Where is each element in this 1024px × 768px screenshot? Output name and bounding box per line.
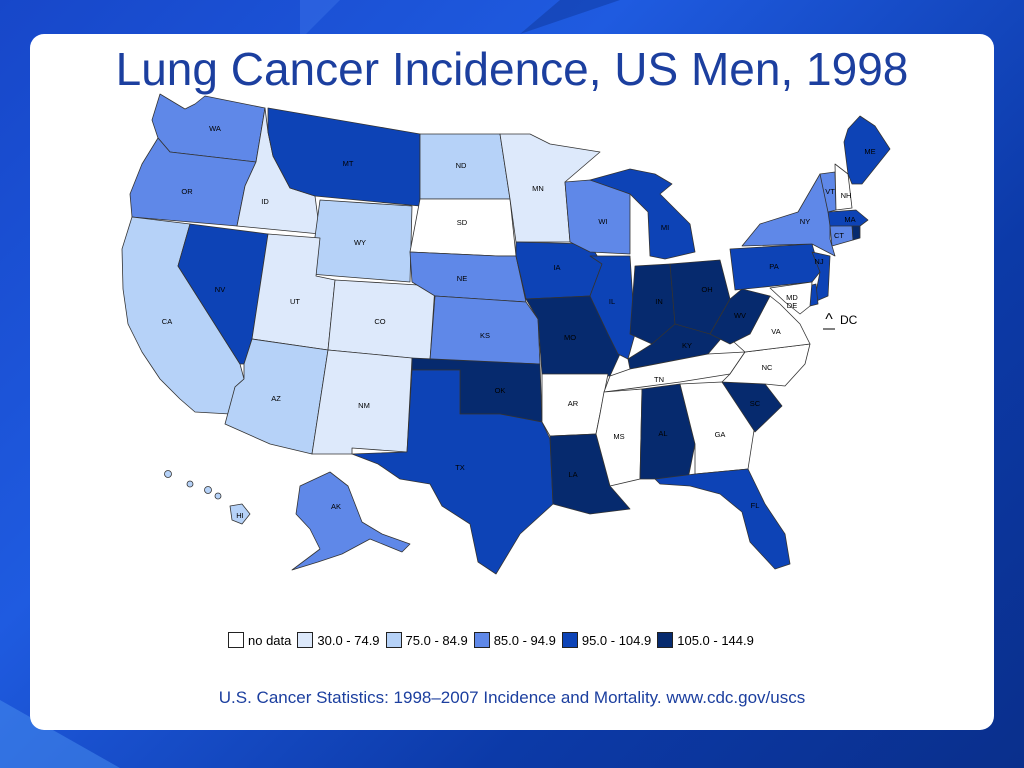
label-WA: WA: [209, 124, 221, 133]
label-NE: NE: [457, 274, 467, 283]
label-LA: LA: [568, 470, 577, 479]
label-NJ: NJ: [814, 257, 823, 266]
label-MA: MA: [844, 215, 855, 224]
label-IN: IN: [655, 297, 663, 306]
label-VT: VT: [825, 187, 835, 196]
label-OK: OK: [495, 386, 506, 395]
legend-label: no data: [248, 632, 292, 648]
label-NC: NC: [762, 363, 773, 372]
legend-swatch: [473, 632, 490, 648]
map-legend: no data 30.0 - 74.9 75.0 - 84.9 85.0 - 9…: [228, 630, 760, 650]
label-WV: WV: [734, 311, 746, 320]
dc-marker: ^: [825, 311, 833, 328]
label-MO: MO: [564, 333, 576, 342]
label-FL: FL: [751, 501, 760, 510]
label-IA: IA: [553, 263, 560, 272]
label-MD: MD: [786, 293, 798, 302]
label-WI: WI: [598, 217, 607, 226]
legend-item-no-data: no data: [228, 632, 291, 648]
label-NV: NV: [215, 285, 225, 294]
legend-label: 30.0 - 74.9: [317, 632, 380, 648]
label-OH: OH: [701, 285, 712, 294]
state-IL: [589, 255, 636, 360]
label-IL: IL: [609, 297, 615, 306]
state-ME: [843, 115, 891, 185]
label-MT: MT: [343, 159, 354, 168]
legend-item-range-3: 85.0 - 94.9: [473, 632, 556, 648]
label-ME: ME: [864, 147, 875, 156]
hawaii-islet: [164, 470, 172, 478]
label-KY: KY: [682, 341, 692, 350]
legend-item-range-1: 30.0 - 74.9: [297, 632, 380, 648]
legend-swatch: [297, 632, 314, 648]
state-WV: [709, 288, 771, 345]
legend-label: 75.0 - 84.9: [405, 632, 468, 648]
dc-callout: ^ DC: [823, 311, 858, 330]
state-KS: [429, 295, 541, 365]
label-SC: SC: [750, 399, 761, 408]
legend-item-range-4: 95.0 - 104.9: [561, 632, 652, 648]
label-ID: ID: [261, 197, 269, 206]
label-GA: GA: [715, 430, 726, 439]
label-SD: SD: [457, 218, 468, 227]
label-OR: OR: [181, 187, 193, 196]
label-VA: VA: [771, 327, 780, 336]
label-NH: NH: [841, 191, 852, 200]
label-MI: MI: [661, 223, 669, 232]
hawaii-islet: [186, 480, 194, 488]
legend-swatch: [385, 632, 402, 648]
label-CT: CT: [834, 231, 844, 240]
label-MN: MN: [532, 184, 544, 193]
source-citation: U.S. Cancer Statistics: 1998–2007 Incide…: [218, 688, 806, 707]
label-TX: TX: [455, 463, 465, 472]
state-PA: [729, 243, 821, 291]
state-FL: [654, 468, 791, 570]
label-NM: NM: [358, 401, 370, 410]
legend-item-range-5: 105.0 - 144.9: [657, 632, 754, 648]
label-AZ: AZ: [271, 394, 281, 403]
label-NY: NY: [800, 217, 810, 226]
label-CA: CA: [162, 317, 172, 326]
label-PA: PA: [769, 262, 778, 271]
label-KS: KS: [480, 331, 490, 340]
label-TN: TN: [654, 375, 664, 384]
legend-swatch: [561, 632, 578, 648]
label-DE: DE: [787, 301, 797, 310]
label-AR: AR: [568, 399, 579, 408]
state-NH: [834, 163, 853, 211]
legend-swatch: [228, 632, 244, 648]
state-MD: [769, 281, 813, 315]
label-AK: AK: [331, 502, 341, 511]
slide-title: Lung Cancer Incidence, US Men, 1998: [115, 43, 909, 95]
state-HI: [229, 503, 251, 525]
state-MA: [827, 209, 869, 227]
us-choropleth-map: WA OR CA ID NV MT WY UT AZ CO NM ND SD N…: [121, 93, 891, 575]
hawaii-islet: [214, 492, 222, 500]
label-UT: UT: [290, 297, 300, 306]
state-MI: [589, 168, 696, 260]
state-AK: [291, 471, 411, 571]
legend-item-range-2: 75.0 - 84.9: [385, 632, 468, 648]
state-TX: [351, 369, 554, 575]
slide-panel: Lung Cancer Incidence, US Men, 1998: [30, 34, 994, 730]
hawaii-islet: [204, 486, 212, 494]
dc-label: DC: [840, 313, 858, 327]
label-WY: WY: [354, 238, 366, 247]
state-SD: [409, 198, 517, 257]
label-MS: MS: [613, 432, 624, 441]
label-AL: AL: [658, 429, 667, 438]
state-NC: [721, 343, 811, 387]
state-NY: [741, 173, 836, 257]
legend-label: 85.0 - 94.9: [493, 632, 556, 648]
label-CO: CO: [374, 317, 385, 326]
legend-swatch: [657, 632, 674, 648]
legend-label: 105.0 - 144.9: [677, 632, 754, 648]
legend-label: 95.0 - 104.9: [581, 632, 652, 648]
label-ND: ND: [456, 161, 467, 170]
label-HI: HI: [236, 511, 244, 520]
